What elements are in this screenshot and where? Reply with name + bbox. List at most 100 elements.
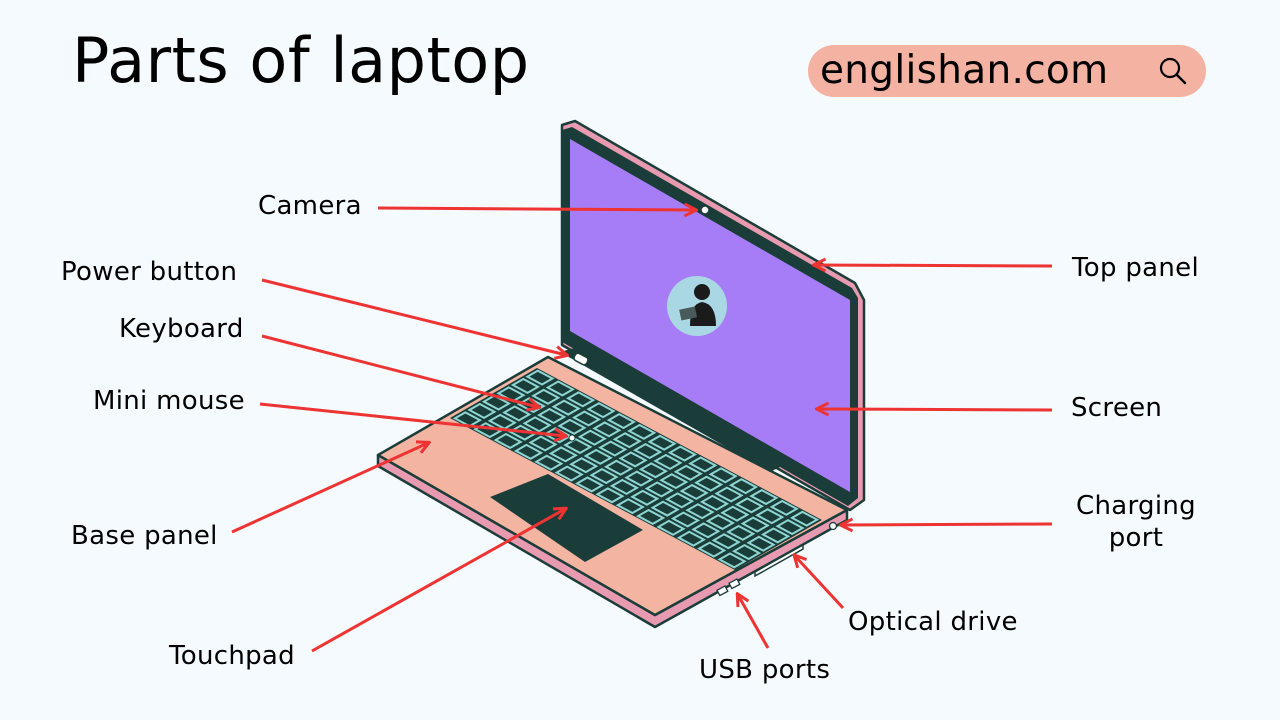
- keyboard-key: [667, 445, 698, 462]
- mini-mouse: [568, 434, 576, 442]
- power-button: [573, 352, 589, 366]
- arrow-camera: [377, 208, 695, 210]
- keyboard-key: [650, 500, 680, 517]
- keyboard-key: [630, 489, 660, 506]
- keyboard-key: [548, 446, 578, 463]
- keyboard-key: [688, 456, 718, 473]
- keyboard-key: [685, 503, 715, 520]
- keyboard-key: [720, 505, 750, 522]
- label-mini-mouse: Mini mouse: [93, 386, 245, 416]
- arrow-keyboard: [261, 334, 538, 407]
- keyboard-key: [638, 462, 669, 479]
- keyboard-key: [609, 478, 640, 495]
- label-camera: Camera: [258, 191, 362, 221]
- keyboard-key: [481, 394, 512, 411]
- keyboard-key: [708, 467, 738, 484]
- keyboard-key: [583, 448, 613, 465]
- keyboard-key: [569, 457, 599, 474]
- keyboard-key: [574, 476, 605, 493]
- keyboard-key: [612, 432, 642, 449]
- arrow-power-button: [261, 278, 566, 355]
- keyboard-key: [618, 451, 648, 468]
- keyboard-key: [676, 530, 706, 547]
- keyboard-key: [632, 443, 663, 460]
- label-top-panel: Top panel: [1072, 253, 1199, 283]
- keyboard-key: [551, 399, 581, 416]
- keyboard-key: [711, 533, 741, 550]
- callout-arrows: [231, 208, 1053, 653]
- keyboard-key: [717, 552, 747, 569]
- keyboard-key: [656, 519, 686, 536]
- keyboard-key: [563, 437, 593, 455]
- keyboard-key: [510, 377, 541, 394]
- keyboard-key: [502, 405, 532, 422]
- charging-port: [828, 521, 838, 531]
- laptop-lid: [560, 119, 866, 512]
- keyboard-key: [670, 511, 701, 528]
- keyboard-key: [697, 541, 727, 558]
- keyboard-key: [746, 535, 776, 552]
- keyboard-key: [566, 391, 596, 408]
- label-keyboard: Keyboard: [119, 314, 244, 344]
- label-charging-port-line2: port: [1108, 523, 1164, 553]
- hinge: [560, 345, 790, 472]
- keyboard-deck: [450, 368, 822, 570]
- keyboard-key: [731, 544, 762, 561]
- keyboard-key: [760, 527, 791, 544]
- arrow-optical-drive: [795, 556, 845, 610]
- label-optical-drive: Optical drive: [848, 607, 1018, 637]
- keyboard-key: [534, 454, 564, 471]
- keyboard-key: [557, 418, 587, 435]
- keyboard-key: [577, 429, 607, 446]
- keyboard-key: [615, 498, 645, 515]
- keyboard-key: [714, 486, 744, 503]
- keyboard-key: [749, 488, 779, 506]
- arrow-touchpad: [311, 509, 565, 653]
- keyboard-key: [627, 423, 657, 440]
- keyboard-key: [624, 470, 654, 487]
- site-badge[interactable]: englishan.com: [808, 45, 1206, 97]
- label-charging-port-line1: Charging: [1076, 491, 1196, 521]
- keyboard-key: [592, 421, 622, 438]
- usb-port-1: [716, 585, 729, 597]
- keyboard-key: [522, 416, 552, 433]
- keyboard-key: [659, 473, 689, 490]
- keyboard-key: [606, 412, 636, 430]
- label-usb-ports: USB ports: [699, 655, 831, 685]
- laptop-base: [376, 345, 849, 629]
- keyboard-key: [525, 369, 555, 386]
- arrow-usb-ports: [738, 595, 770, 649]
- keyboard-key: [705, 513, 735, 531]
- keyboard-key: [513, 443, 544, 460]
- keyboard-key: [571, 410, 602, 427]
- arrow-screen: [818, 409, 1053, 410]
- keyboard-key: [775, 519, 805, 536]
- optical-drive: [754, 543, 804, 578]
- keyboard-key: [545, 380, 575, 397]
- search-icon[interactable]: [1158, 56, 1188, 86]
- keyboard-key: [595, 487, 625, 504]
- camera: [700, 205, 710, 215]
- keyboard-key: [740, 516, 770, 533]
- keyboard-key: [537, 407, 567, 425]
- label-base-panel: Base panel: [71, 521, 218, 551]
- usb-port-2: [728, 578, 741, 590]
- keyboard-key: [769, 499, 799, 516]
- keyboard-key: [531, 388, 561, 405]
- label-charging-port: Charging port: [1066, 490, 1206, 554]
- keyboard-key: [665, 492, 695, 509]
- keyboard-key: [728, 478, 759, 495]
- keyboard-key: [653, 453, 683, 470]
- label-touchpad: Touchpad: [169, 641, 295, 671]
- keyboard-key: [755, 508, 785, 525]
- keyboard-key: [636, 508, 666, 526]
- keyboard-key: [603, 459, 634, 476]
- keyboard-key: [586, 402, 616, 419]
- person-icon: [679, 284, 716, 326]
- arrow-mini-mouse: [259, 402, 565, 436]
- keyboard-key: [673, 464, 703, 481]
- keyboard-key: [467, 402, 497, 419]
- keyboard-key: [554, 465, 584, 482]
- label-power-button: Power button: [61, 257, 238, 287]
